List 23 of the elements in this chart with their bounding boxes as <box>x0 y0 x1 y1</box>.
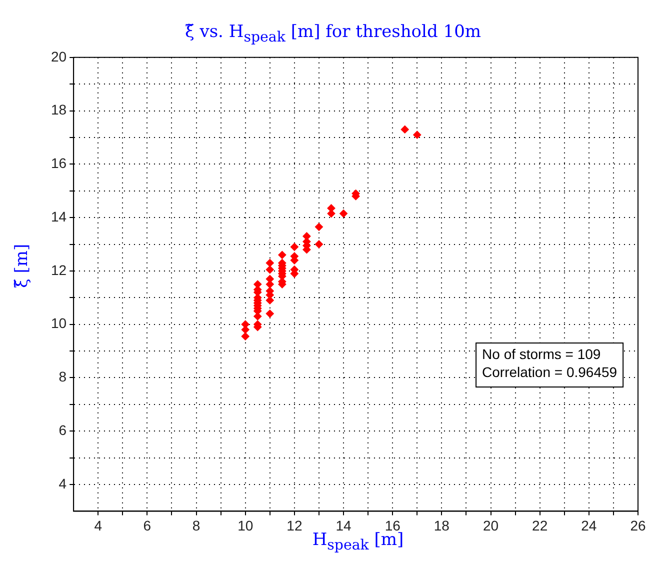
chart-title: ξ̃ vs. H$_{s}$$_{peak}$ [m] for threshold 10m <box>184 22 482 46</box>
annotation: Correlation = 0.96459 <box>482 364 618 380</box>
y-tick-label: 6 <box>58 422 67 438</box>
y-tick-label: 12 <box>50 262 67 278</box>
y-tick-label: 10 <box>50 315 67 332</box>
y-tick-label: 14 <box>50 208 67 224</box>
y-tick-label: 8 <box>58 368 67 385</box>
y-tick-label: 20 <box>50 48 67 64</box>
x-tick-label: 4 <box>94 517 102 534</box>
y-tick-label: 4 <box>58 475 67 492</box>
x-tick-label: 18 <box>434 517 450 534</box>
x-tick-label: 10 <box>238 517 254 534</box>
x-tick-label: 22 <box>532 517 548 534</box>
x-tick-label: 26 <box>630 517 646 534</box>
y-tick-label: 18 <box>50 102 67 118</box>
x-tick-label: 8 <box>192 517 200 534</box>
annotation: No of storms = 109 <box>482 346 601 362</box>
x-tick-label: 12 <box>286 517 302 534</box>
y-tick-label: 16 <box>50 155 67 172</box>
y-axis-title: ξ̃ [m] <box>12 244 32 288</box>
x-tick-label: 24 <box>581 517 597 534</box>
x-tick-label: 20 <box>482 517 499 534</box>
x-tick-label: 6 <box>143 517 152 534</box>
